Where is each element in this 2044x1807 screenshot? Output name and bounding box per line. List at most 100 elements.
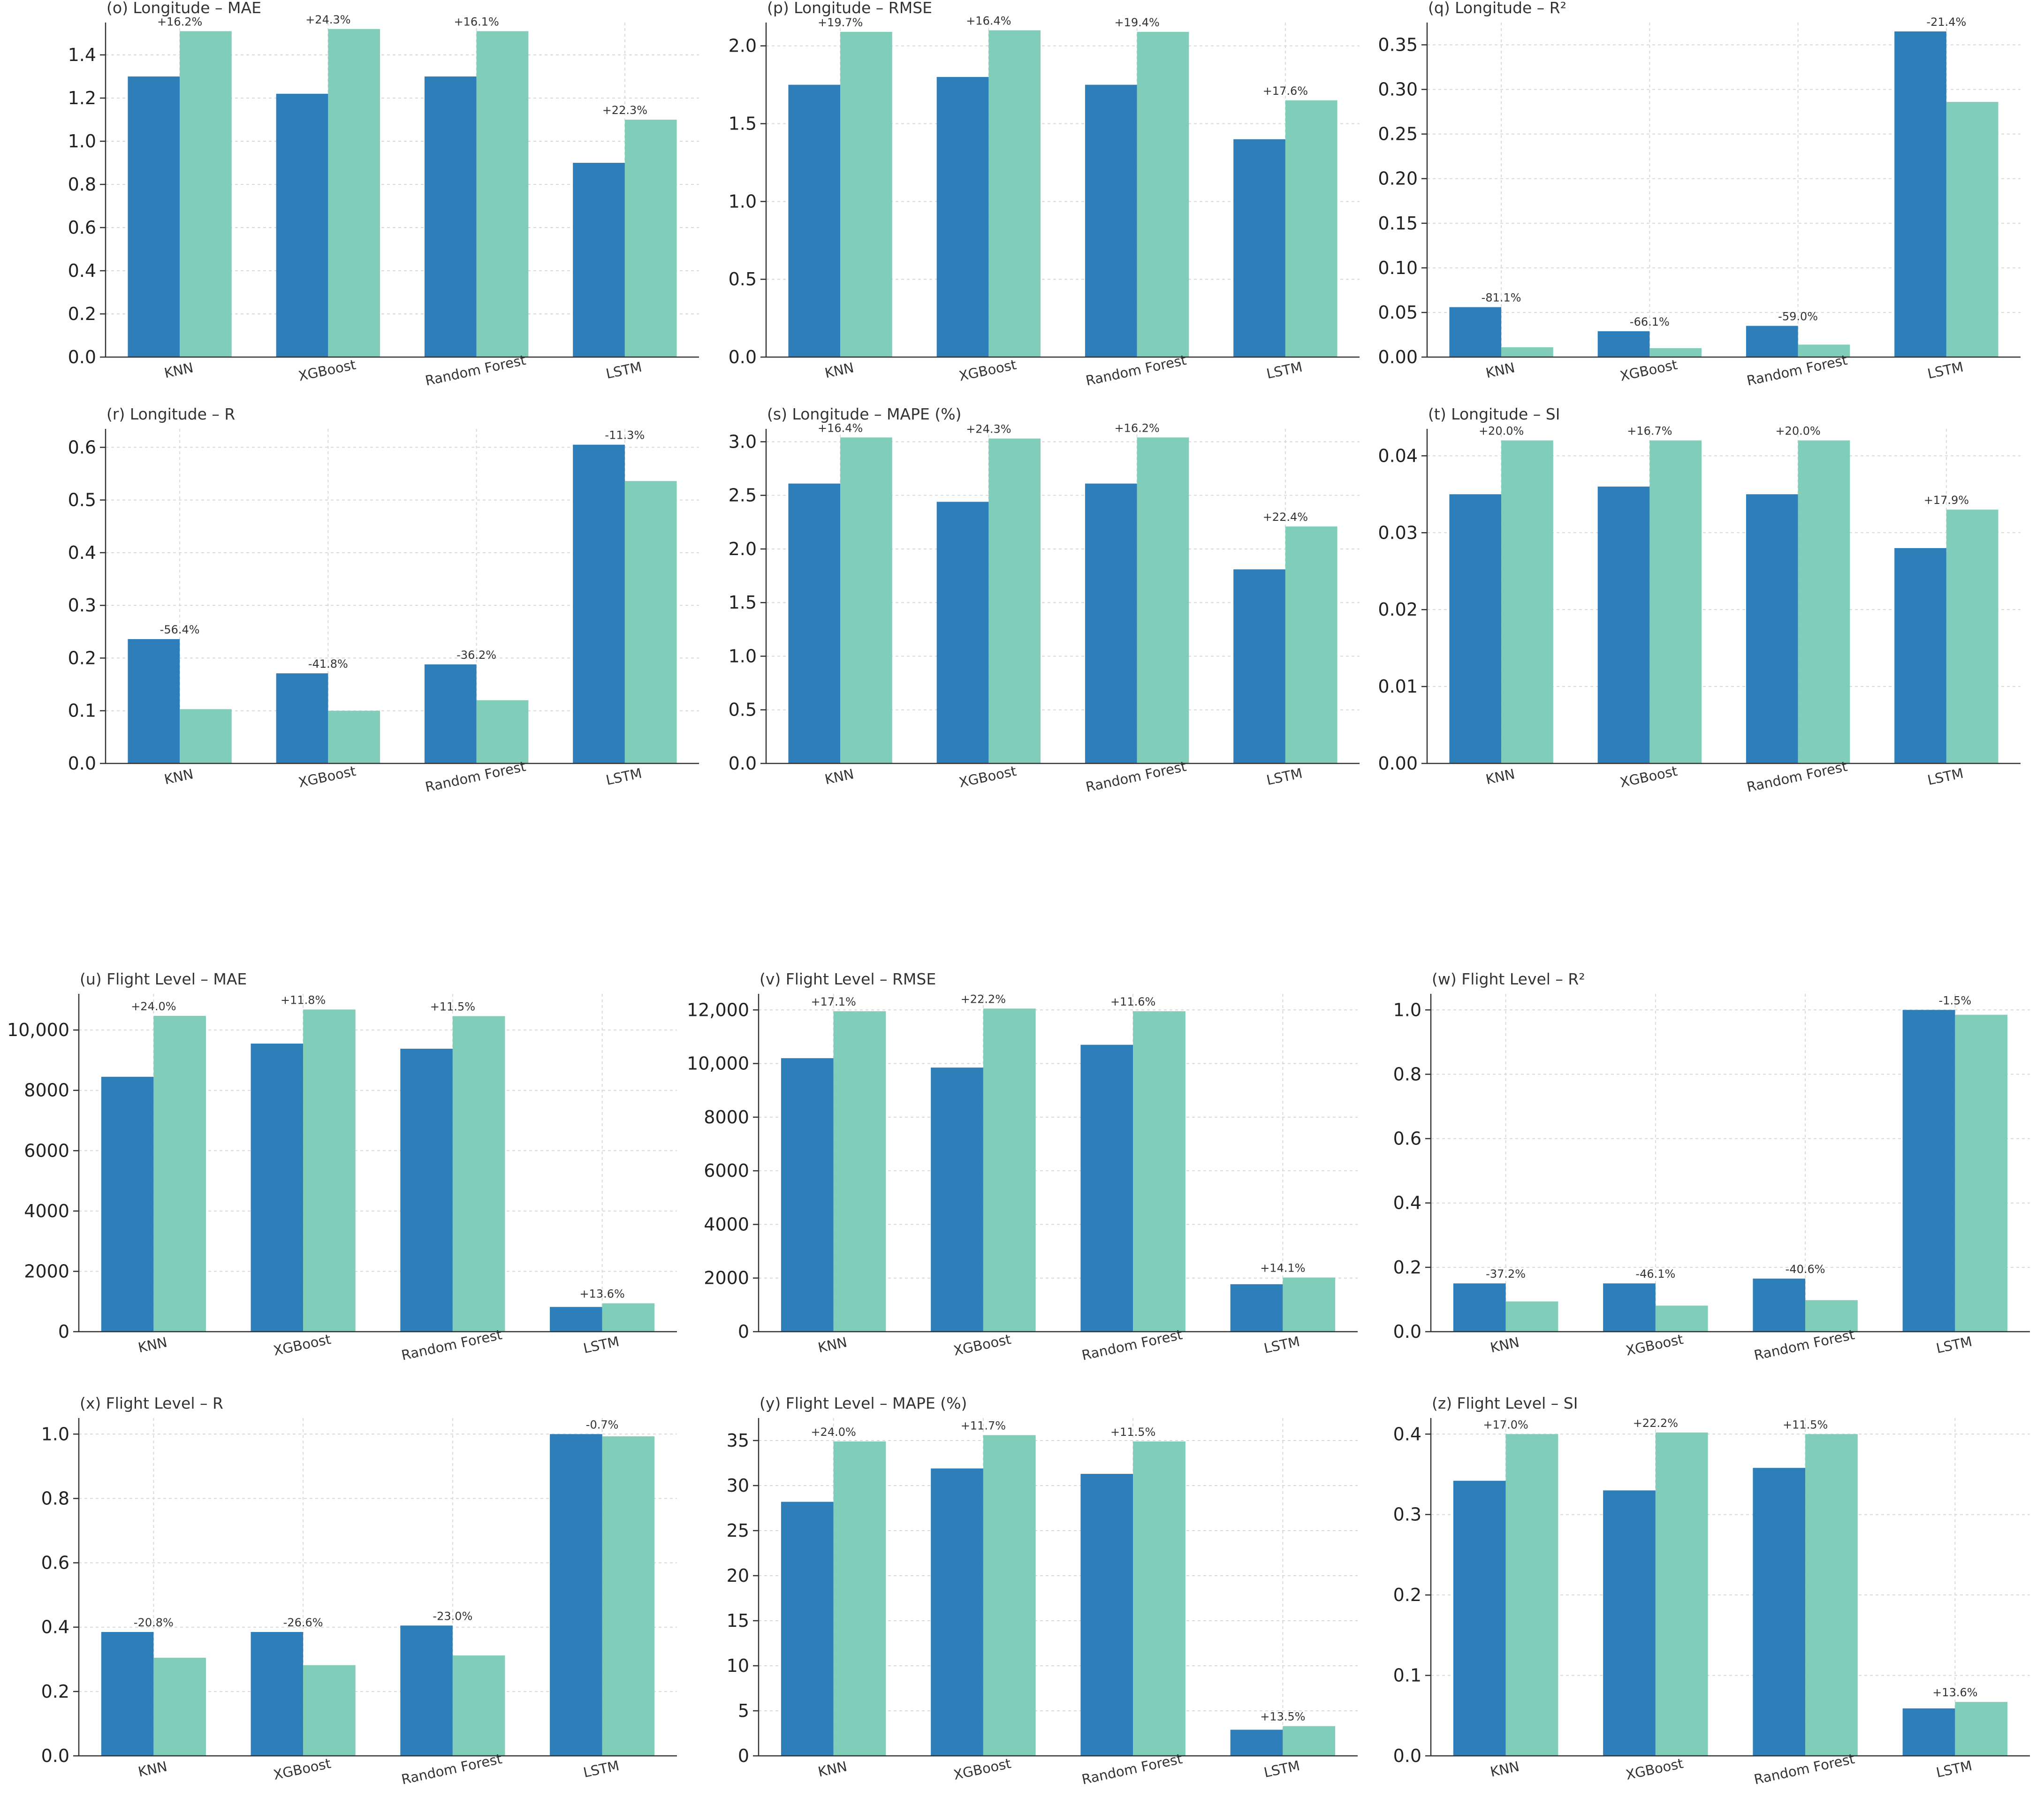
data-label: +17.1%	[811, 995, 856, 1008]
y-tick-label: 0.35	[1378, 35, 1418, 55]
y-tick-label: 0.0	[68, 347, 96, 367]
data-label: -21.4%	[1926, 15, 1966, 29]
y-tick-label: 1.4	[68, 45, 96, 65]
x-tick-label: KNN	[137, 1758, 168, 1780]
bar-baseline-random-forest	[424, 664, 477, 763]
bar-baseline-knn	[101, 1076, 154, 1332]
data-label: -23.0%	[433, 1609, 472, 1623]
bar-baseline-lstm	[573, 444, 625, 763]
bar-degraded-knn	[180, 31, 232, 357]
bar-baseline-xgboost	[251, 1632, 304, 1756]
bar-degraded-lstm	[1955, 1702, 2008, 1756]
data-label: +13.5%	[1260, 1710, 1305, 1723]
x-tick-label: XGBoost	[272, 1331, 333, 1359]
data-label: -66.1%	[1630, 315, 1670, 328]
bar-baseline-xgboost	[931, 1468, 983, 1756]
bar-degraded-xgboost	[303, 1009, 356, 1332]
y-tick-label: 0.2	[1393, 1257, 1421, 1278]
bar-degraded-knn	[153, 1657, 206, 1756]
y-tick-label: 0.1	[68, 701, 96, 721]
bar-baseline-lstm	[550, 1307, 602, 1332]
bar-baseline-xgboost	[936, 502, 989, 763]
panel-title: (z) Flight Level – SI	[1432, 1394, 1578, 1412]
y-tick-label: 0.0	[1393, 1321, 1421, 1342]
y-tick-label: 0.6	[1393, 1128, 1421, 1149]
bar-baseline-lstm	[1233, 139, 1285, 357]
bar-baseline-xgboost	[931, 1067, 983, 1332]
bar-degraded-lstm	[1285, 526, 1337, 763]
bar-degraded-knn	[180, 709, 232, 763]
data-label: +11.5%	[430, 1000, 475, 1014]
y-tick-label: 20	[727, 1565, 749, 1586]
y-tick-label: 0	[58, 1321, 69, 1342]
x-tick-label: KNN	[1489, 1758, 1520, 1780]
bar-baseline-random-forest	[1085, 84, 1137, 357]
bar-baseline-lstm	[1233, 569, 1285, 763]
y-tick-label: 10,000	[7, 1020, 69, 1040]
data-label: +24.0%	[811, 1426, 856, 1439]
data-label: -26.6%	[283, 1616, 323, 1629]
bar-degraded-random-forest	[1805, 1300, 1858, 1332]
y-tick-label: 0.05	[1378, 302, 1418, 323]
bar-baseline-lstm	[573, 163, 625, 357]
panel-title: (x) Flight Level – R	[80, 1394, 223, 1412]
x-tick-label: LSTM	[582, 1758, 621, 1781]
x-tick-label: KNN	[1489, 1334, 1520, 1356]
bar-baseline-random-forest	[400, 1049, 453, 1332]
data-label: +11.8%	[281, 993, 326, 1006]
y-tick-label: 0.8	[68, 174, 96, 195]
x-tick-label: XGBoost	[957, 357, 1018, 384]
bar-degraded-xgboost	[988, 438, 1041, 763]
x-tick-label: XGBoost	[1618, 357, 1679, 384]
bar-degraded-xgboost	[1649, 440, 1702, 763]
y-tick-label: 0.5	[729, 700, 757, 720]
data-label: +13.6%	[1932, 1686, 1977, 1699]
bar-degraded-random-forest	[1137, 31, 1189, 357]
x-tick-label: XGBoost	[297, 357, 357, 384]
bar-degraded-lstm	[1283, 1277, 1336, 1332]
data-label: +16.2%	[1114, 421, 1159, 435]
y-tick-label: 4000	[704, 1214, 749, 1235]
y-tick-label: 0.0	[729, 347, 757, 367]
y-tick-label: 0.2	[41, 1681, 69, 1702]
x-tick-label: XGBoost	[272, 1755, 333, 1783]
bar-baseline-xgboost	[1597, 486, 1650, 763]
y-tick-label: 0.0	[729, 753, 757, 774]
y-tick-label: 2000	[24, 1261, 69, 1281]
y-tick-label: 2.0	[729, 539, 757, 559]
panel-title: (u) Flight Level – MAE	[80, 970, 247, 988]
y-tick-label: 0.1	[1393, 1665, 1421, 1686]
bar-baseline-lstm	[1894, 548, 1946, 763]
data-label: -0.7%	[586, 1418, 619, 1431]
y-tick-label: 8000	[24, 1080, 69, 1101]
bar-baseline-lstm	[550, 1434, 602, 1756]
y-tick-label: 6000	[704, 1160, 749, 1181]
y-tick-label: 0.8	[1393, 1064, 1421, 1084]
bar-degraded-knn	[833, 1441, 886, 1756]
x-tick-label: KNN	[137, 1334, 168, 1356]
x-tick-label: KNN	[816, 1758, 848, 1780]
bar-baseline-random-forest	[1753, 1278, 1806, 1332]
panel-title: (o) Longitude – MAE	[106, 0, 261, 17]
y-tick-label: 0.4	[1393, 1193, 1421, 1213]
y-tick-label: 0.6	[68, 437, 96, 457]
bar-degraded-lstm	[1955, 1014, 2008, 1332]
bar-baseline-random-forest	[1080, 1045, 1133, 1332]
y-tick-label: 1.0	[41, 1424, 69, 1444]
data-label: -20.8%	[134, 1616, 174, 1629]
y-tick-label: 0.4	[68, 542, 96, 563]
data-label: +16.1%	[454, 15, 499, 28]
bar-degraded-random-forest	[476, 31, 529, 357]
bar-degraded-knn	[840, 31, 892, 357]
y-tick-label: 1.2	[68, 88, 96, 108]
bar-baseline-random-forest	[1085, 483, 1137, 763]
y-tick-label: 1.0	[729, 646, 757, 666]
x-tick-label: XGBoost	[952, 1755, 1013, 1783]
bar-baseline-knn	[788, 84, 841, 357]
y-tick-label: 0.4	[68, 260, 96, 281]
x-tick-label: LSTM	[1926, 765, 1965, 788]
y-tick-label: 0.4	[41, 1617, 69, 1638]
bar-baseline-random-forest	[1746, 494, 1798, 763]
